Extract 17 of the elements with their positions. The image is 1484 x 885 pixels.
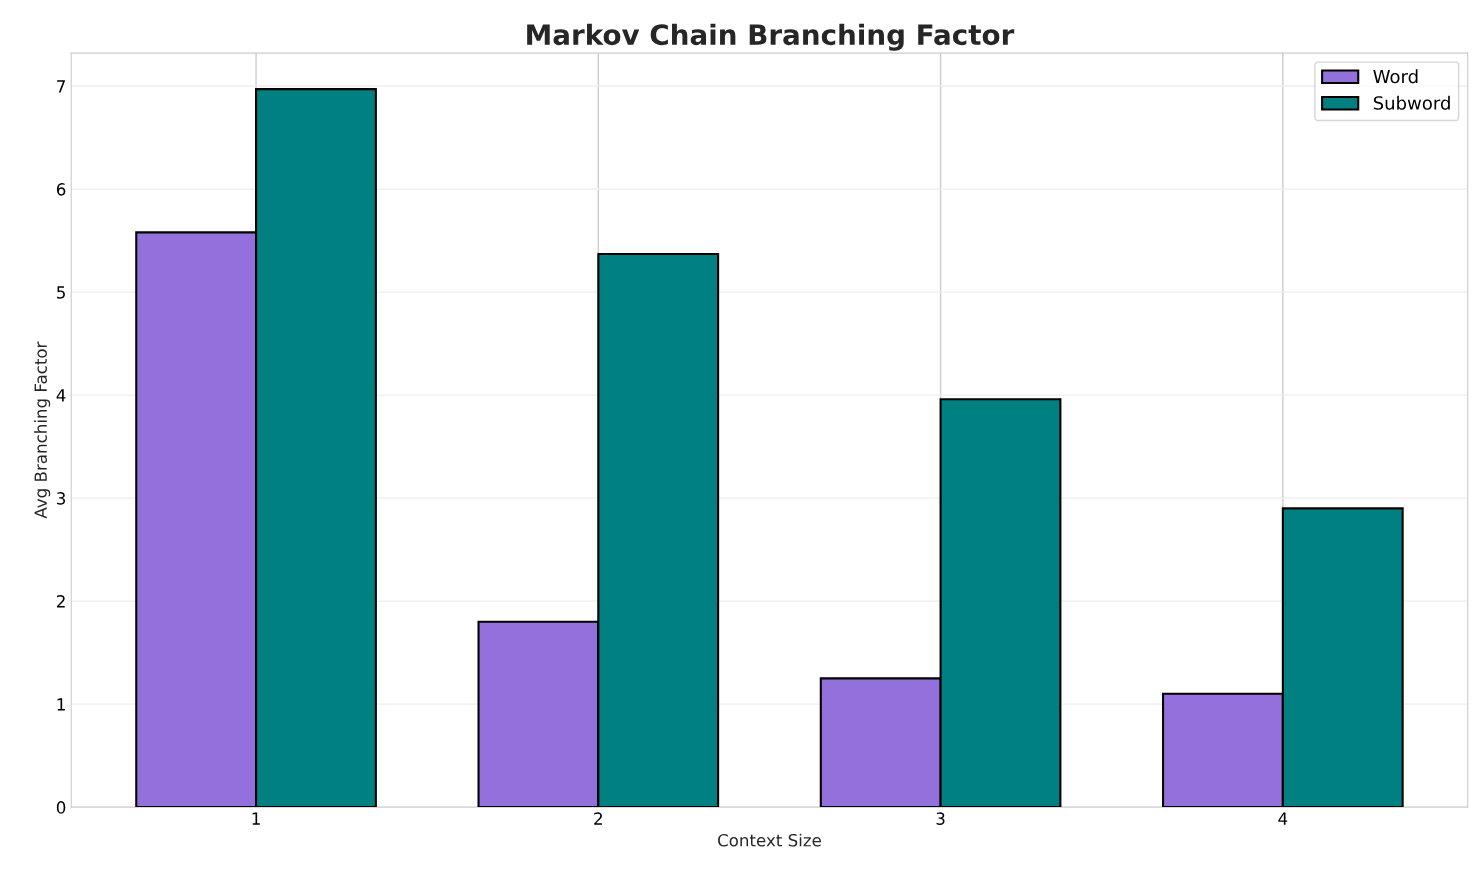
x-axis-title: Context Size bbox=[717, 833, 821, 847]
y-tick-label: 0 bbox=[56, 801, 66, 814]
y-axis-title: Avg Branching Factor bbox=[34, 341, 51, 519]
chart-title: Markov Chain Branching Factor bbox=[527, 23, 1015, 51]
legend-label: Subword bbox=[1373, 95, 1450, 110]
y-tick-label: 4 bbox=[56, 389, 66, 402]
y-tick-label: 7 bbox=[57, 80, 65, 93]
y-tick-label: 6 bbox=[56, 183, 66, 196]
legend-label: Word bbox=[1373, 69, 1418, 84]
y-tick-label: 2 bbox=[56, 595, 65, 608]
x-tick-label: 4 bbox=[1278, 812, 1288, 825]
x-tick-label: 3 bbox=[936, 812, 945, 825]
y-tick-label: 5 bbox=[57, 286, 65, 299]
x-tick-label: 2 bbox=[594, 812, 602, 825]
y-tick-label: 1 bbox=[57, 698, 65, 711]
y-tick-label: 3 bbox=[57, 492, 66, 505]
x-tick-label: 1 bbox=[252, 812, 260, 825]
